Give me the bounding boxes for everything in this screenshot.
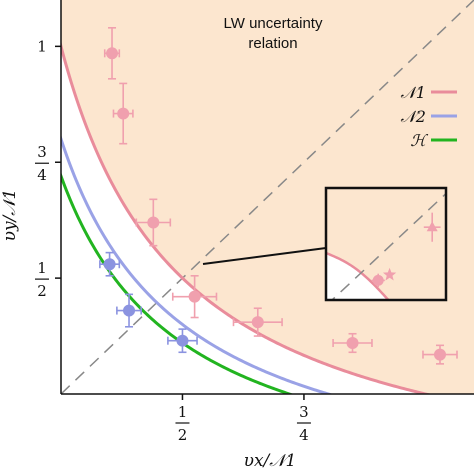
inset-frame bbox=[324, 186, 448, 302]
data-point-s2-2 bbox=[116, 293, 142, 328]
data-point-s1-4 bbox=[171, 274, 218, 319]
inset-point-2 bbox=[382, 267, 397, 281]
point-marker bbox=[117, 107, 130, 120]
diagonal-reference-line bbox=[61, 0, 474, 394]
point-marker bbox=[433, 348, 446, 361]
data-point-s1-1 bbox=[103, 27, 121, 80]
data-points bbox=[99, 27, 458, 365]
data-point-s2-1 bbox=[99, 251, 121, 277]
region-label-line1: LW uncertainty bbox=[224, 15, 323, 32]
inset-zoom bbox=[324, 186, 448, 302]
x-tick-label-den-2: 4 bbox=[299, 426, 309, 444]
inset-points bbox=[371, 212, 441, 288]
y-tick-label-3: 1 bbox=[37, 37, 47, 55]
data-point-s1-6 bbox=[332, 332, 373, 354]
data-point-s1-2 bbox=[112, 82, 134, 145]
y-tick-label-num-1: 1 bbox=[37, 259, 47, 277]
curve-3 bbox=[61, 171, 295, 394]
x-axis-label: υx/𝒩1 bbox=[244, 451, 297, 471]
y-ticks: 1 2 3 4 1 bbox=[35, 37, 61, 300]
y-axis-label: υy/𝒩1 bbox=[0, 189, 20, 242]
point-marker bbox=[147, 216, 160, 229]
point-marker bbox=[346, 337, 359, 350]
legend-label-3: ℋ bbox=[410, 131, 428, 150]
point-marker bbox=[382, 267, 397, 281]
bound-curves bbox=[61, 40, 432, 394]
y-tick-label-den-2: 4 bbox=[37, 166, 47, 184]
point-marker bbox=[188, 290, 201, 303]
point-marker bbox=[426, 221, 438, 232]
inset-point-3 bbox=[423, 212, 441, 242]
point-marker bbox=[106, 47, 119, 60]
legend: 𝒩1 𝒩2 ℋ bbox=[400, 83, 457, 150]
curve-1 bbox=[61, 40, 432, 394]
point-marker bbox=[372, 274, 384, 286]
data-point-s1-3 bbox=[135, 198, 172, 247]
curve-2 bbox=[61, 134, 334, 394]
point-marker bbox=[176, 334, 189, 347]
y-tick-label-den-1: 2 bbox=[37, 282, 47, 300]
y-tick-label-num-2: 3 bbox=[37, 143, 47, 161]
axes bbox=[60, 0, 474, 395]
inset-point-1 bbox=[371, 273, 385, 288]
x-tick-label-num-2: 3 bbox=[299, 403, 309, 421]
data-point-s1-5 bbox=[232, 307, 283, 337]
x-tick-label-num-1: 1 bbox=[178, 403, 188, 421]
inset-n1-curve bbox=[326, 251, 390, 300]
point-marker bbox=[103, 258, 116, 271]
data-point-s1-7 bbox=[422, 344, 458, 365]
legend-label-1: 𝒩1 bbox=[400, 83, 426, 102]
x-ticks: 1 2 3 4 bbox=[175, 394, 311, 444]
legend-label-2: 𝒩2 bbox=[400, 107, 426, 126]
point-marker bbox=[251, 316, 264, 329]
inset-diagonal-line bbox=[330, 193, 446, 300]
data-point-s2-3 bbox=[167, 328, 198, 354]
point-marker bbox=[123, 304, 136, 317]
inset-connector-line bbox=[202, 247, 327, 265]
x-tick-label-den-1: 2 bbox=[178, 426, 188, 444]
region-label-line2: relation bbox=[248, 35, 297, 52]
